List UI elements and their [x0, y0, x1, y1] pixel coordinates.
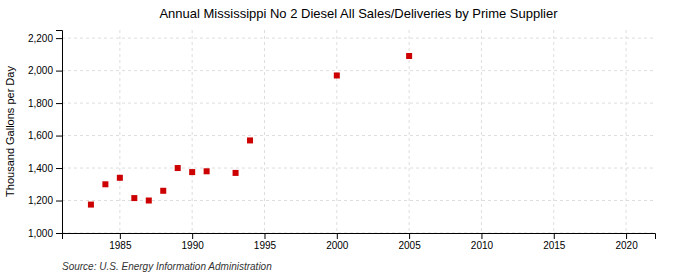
x-tick: 2020: [615, 233, 638, 251]
y-tick-mark: [56, 136, 62, 137]
grid-line-x: [336, 30, 337, 233]
y-tick-mark: [56, 233, 62, 234]
x-tick-label: 2005: [398, 240, 421, 251]
x-tick: 1990: [182, 233, 205, 251]
grid: [62, 30, 655, 233]
grid-line-x: [119, 30, 120, 233]
point: [175, 165, 181, 171]
x-tick: 2010: [471, 233, 494, 251]
point: [233, 170, 239, 176]
y-tick: 2,200: [28, 33, 62, 44]
point: [160, 188, 166, 194]
x-tick-label: 1995: [254, 240, 277, 251]
x-tick-mark: [192, 233, 193, 239]
points: [88, 53, 412, 208]
y-tick-mark: [56, 103, 62, 104]
x-tick-label: 1985: [109, 240, 132, 251]
y-tick-label: 1,600: [28, 130, 53, 141]
grid-line-y: [62, 135, 655, 136]
y-tick-mark: [56, 71, 62, 72]
x-tick: 1995: [254, 233, 277, 251]
x-tick-label: 1990: [182, 240, 205, 251]
y-tick-label: 1,000: [28, 228, 53, 239]
x-tick: 2015: [543, 233, 566, 251]
grid-line-x: [481, 30, 482, 233]
grid-line-x: [409, 30, 410, 233]
x-tick-label: 2020: [615, 240, 638, 251]
x-tick: 1985: [109, 233, 132, 251]
point: [189, 169, 195, 175]
point: [204, 168, 210, 174]
y-tick: 1,800: [28, 98, 62, 109]
x-tick-mark: [120, 233, 121, 239]
grid-line-x: [264, 30, 265, 233]
point: [88, 202, 94, 208]
plot-area: 1985 1990 1995 2000 2005 2010 2015 2020 1,000 1,2…: [28, 30, 656, 251]
y-axis: 1,000 1,200 1,400 1,600 1,800 2,000 2,200: [28, 31, 63, 239]
y-tick-mark: [56, 38, 62, 39]
x-tick-mark: [481, 233, 482, 239]
point: [102, 181, 108, 187]
point: [131, 195, 137, 201]
grid-line-x: [626, 30, 627, 233]
y-tick: 1,000: [28, 228, 62, 239]
y-tick-mark: [56, 201, 62, 202]
point: [247, 137, 253, 143]
x-tick-mark: [554, 233, 555, 239]
y-tick-label: 1,400: [28, 163, 53, 174]
y-tick: 1,200: [28, 195, 62, 206]
x-tick-label: 2010: [471, 240, 494, 251]
point: [146, 198, 152, 204]
grid-line-y: [62, 103, 655, 104]
source-note: Source: U.S. Energy Information Administ…: [62, 261, 272, 272]
x-tick-label: 2000: [326, 240, 349, 251]
y-tick-label: 1,800: [28, 98, 53, 109]
x-tick-mark: [409, 233, 410, 239]
grid-line-y: [62, 168, 655, 169]
y-tick-label: 2,200: [28, 33, 53, 44]
y-tick: 2,000: [28, 65, 62, 76]
x-axis: 1985 1990 1995 2000 2005 2010 2015 2020: [63, 233, 656, 251]
grid-line-y: [62, 70, 655, 71]
y-axis-title: Thousand Gallons per Day: [4, 66, 16, 197]
point: [117, 175, 123, 181]
y-tick-label: 1,200: [28, 195, 53, 206]
x-tick-mark: [337, 233, 338, 239]
y-tick: 1,400: [28, 163, 62, 174]
point: [334, 72, 340, 78]
x-tick-label: 2015: [543, 240, 566, 251]
y-tick-label: 2,000: [28, 65, 53, 76]
y-tick-mark: [56, 168, 62, 169]
grid-line-x: [553, 30, 554, 233]
point: [406, 53, 412, 59]
grid-line-x: [192, 30, 193, 233]
x-tick-mark: [264, 233, 265, 239]
title: Annual Mississippi No 2 Diesel All Sales…: [159, 6, 558, 21]
x-tick: 2005: [398, 233, 421, 251]
y-axis-line: [56, 31, 63, 234]
y-tick: 1,600: [28, 130, 62, 141]
grid-line-y: [62, 38, 655, 39]
x-tick-mark: [626, 233, 627, 239]
x-tick: 2000: [326, 233, 349, 251]
x-axis-line: [63, 234, 656, 240]
chart: 1985 1990 1995 2000 2005 2010 2015 2020 1,000 1,2…: [0, 0, 675, 275]
